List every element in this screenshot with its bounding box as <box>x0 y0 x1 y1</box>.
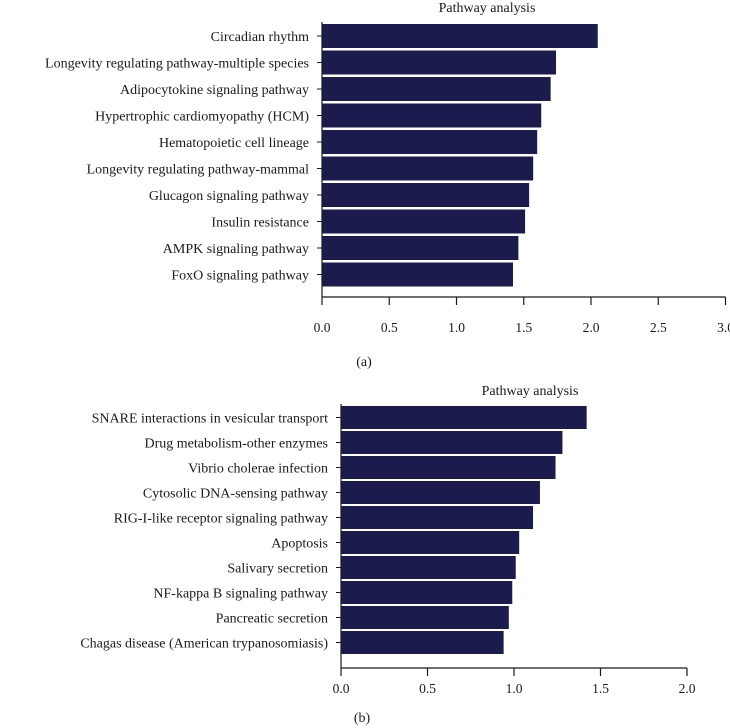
panel-a-category-label: Insulin resistance <box>211 216 309 231</box>
panel-a-chart: Pathway analysis (a) Circadian rhythm Lon… <box>45 1 730 370</box>
panel-a-bar <box>322 50 557 75</box>
panel-b-label: (b) <box>354 711 371 726</box>
panel-a-x-tick-label: 0.0 <box>314 320 331 335</box>
panel-b-bar <box>341 606 509 629</box>
panel-b-bar <box>341 481 540 504</box>
panel-b-category-label: Apoptosis <box>271 537 328 552</box>
panel-b-category-label: Pancreatic secretion <box>216 612 328 627</box>
panel-b-x-tick-label: 0.5 <box>419 681 436 696</box>
panel-a-category-label: Longevity regulating pathway-mammal <box>87 163 309 178</box>
panel-a-bar <box>322 156 534 181</box>
panel-a-bar <box>322 183 530 207</box>
panel-b-category-label: Drug metabolism-other enzymes <box>144 437 328 452</box>
panel-b-x-tick-label: 0.0 <box>333 681 350 696</box>
panel-a-x-tick-label: 2.0 <box>583 320 600 335</box>
panel-a-bar <box>322 262 513 287</box>
panel-a-category-label: AMPK signaling pathway <box>163 242 309 257</box>
panel-a-category-label: Circadian rhythm <box>211 30 309 45</box>
panel-b-bar <box>341 456 556 479</box>
panel-b-bar <box>341 581 513 604</box>
panel-a-title: Pathway analysis <box>439 1 536 16</box>
panel-b-category-label: Chagas disease (American trypanosomiasis… <box>80 637 328 652</box>
panel-a-x-tick-label: 2.5 <box>650 320 667 335</box>
panel-b-category-label: Salivary secretion <box>227 562 328 577</box>
panel-b-title: Pathway analysis <box>482 384 579 399</box>
panel-b-x-tick-label: 1.5 <box>592 681 609 696</box>
panel-a-x-tick-label: 3.0 <box>717 320 730 335</box>
panel-b-category-label: RIG-I-like receptor signaling pathway <box>114 512 328 527</box>
panel-a-x-tick-label: 1.5 <box>515 320 532 335</box>
panel-a-category-label: Hypertrophic cardiomyopathy (HCM) <box>95 110 309 125</box>
panel-b-category-label: NF-kappa B signaling pathway <box>153 587 328 602</box>
panel-a-category-label: FoxO signaling pathway <box>171 269 309 284</box>
panel-a-bar <box>322 24 598 48</box>
panel-a-x-tick-label: 1.0 <box>448 320 465 335</box>
panel-a-category-label: Adipocytokine signaling pathway <box>120 83 309 98</box>
panel-b-bar <box>341 406 587 429</box>
panel-b-x-tick-label: 1.0 <box>506 681 523 696</box>
panel-b-category-label: SNARE interactions in vesicular transpor… <box>92 412 329 427</box>
panel-a-bar <box>322 209 526 234</box>
panel-b-bar <box>341 556 516 579</box>
panel-a-category-label: Glucagon signaling pathway <box>149 189 309 204</box>
panel-b-category-label: Cytosolic DNA-sensing pathway <box>143 487 328 502</box>
panel-b-bar <box>341 506 534 529</box>
panel-b-category-label: Vibrio cholerae infection <box>188 462 328 477</box>
panel-a-bar <box>322 103 542 128</box>
panel-a-x-tick-label: 0.5 <box>381 320 398 335</box>
panel-a-bar <box>322 130 538 154</box>
panel-b-x-tick-label: 2.0 <box>679 681 696 696</box>
panel-b-bar <box>341 431 563 454</box>
panel-a-bar <box>322 77 551 101</box>
panel-a-bar <box>322 236 519 260</box>
panel-b-bar <box>341 531 520 554</box>
panel-a-category-label: Hematopoietic cell lineage <box>159 136 309 151</box>
panel-b-chart: Pathway analysis (b) SNARE interactions … <box>80 384 695 726</box>
panel-b-bar <box>341 631 504 654</box>
panel-a-label: (a) <box>356 355 372 370</box>
panel-a-category-label: Longevity regulating pathway-multiple sp… <box>45 57 309 72</box>
